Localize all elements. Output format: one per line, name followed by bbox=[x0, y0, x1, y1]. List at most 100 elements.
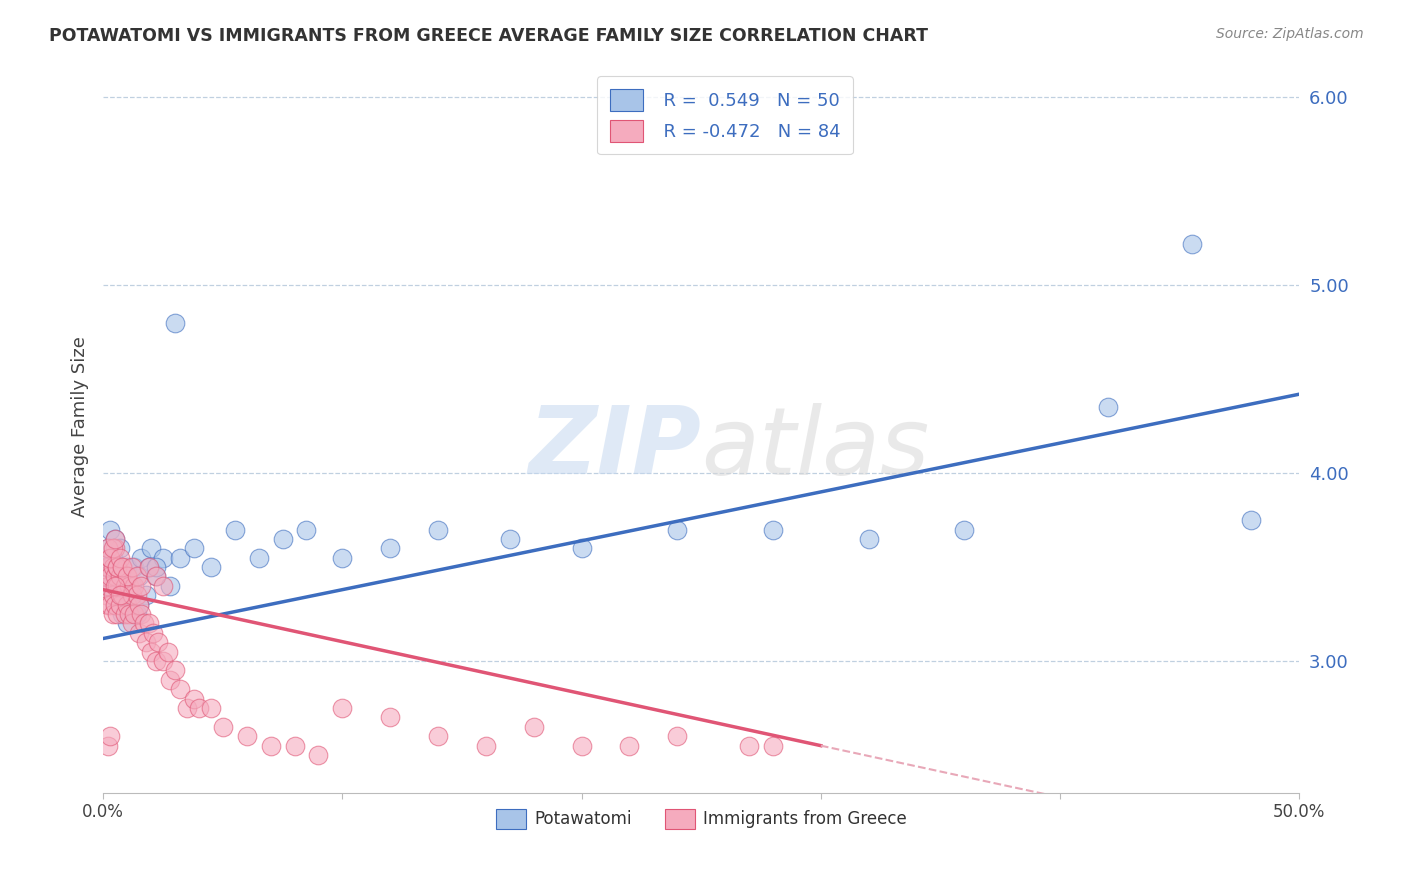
Point bbox=[427, 729, 450, 743]
Point bbox=[104, 598, 127, 612]
Point bbox=[104, 569, 127, 583]
Point bbox=[98, 579, 121, 593]
Point bbox=[122, 607, 145, 621]
Point bbox=[259, 739, 281, 753]
Point bbox=[169, 682, 191, 697]
Point bbox=[1097, 401, 1119, 415]
Point bbox=[115, 616, 138, 631]
Point bbox=[135, 635, 157, 649]
Point bbox=[666, 729, 689, 743]
Point bbox=[138, 560, 160, 574]
Point bbox=[98, 550, 121, 565]
Point bbox=[132, 616, 155, 631]
Point bbox=[97, 560, 120, 574]
Point bbox=[152, 579, 174, 593]
Point bbox=[762, 739, 785, 753]
Point bbox=[380, 710, 402, 724]
Point bbox=[94, 560, 117, 574]
Point bbox=[104, 541, 127, 556]
Point bbox=[108, 550, 131, 565]
Point bbox=[121, 616, 143, 631]
Point bbox=[271, 532, 294, 546]
Point bbox=[118, 607, 141, 621]
Point bbox=[145, 569, 167, 583]
Point bbox=[121, 560, 143, 574]
Point bbox=[111, 560, 134, 574]
Point bbox=[307, 747, 329, 762]
Point bbox=[101, 541, 124, 556]
Text: POTAWATOMI VS IMMIGRANTS FROM GREECE AVERAGE FAMILY SIZE CORRELATION CHART: POTAWATOMI VS IMMIGRANTS FROM GREECE AVE… bbox=[49, 27, 928, 45]
Point bbox=[283, 739, 305, 753]
Text: Source: ZipAtlas.com: Source: ZipAtlas.com bbox=[1216, 27, 1364, 41]
Point bbox=[111, 588, 134, 602]
Point bbox=[247, 550, 270, 565]
Point bbox=[98, 729, 121, 743]
Point bbox=[94, 588, 117, 602]
Point bbox=[98, 598, 121, 612]
Point bbox=[380, 541, 402, 556]
Point bbox=[738, 739, 761, 753]
Point bbox=[104, 598, 127, 612]
Point bbox=[107, 560, 129, 574]
Point bbox=[176, 701, 198, 715]
Point bbox=[159, 673, 181, 687]
Point bbox=[107, 560, 129, 574]
Point bbox=[131, 550, 153, 565]
Point bbox=[122, 560, 145, 574]
Point bbox=[104, 532, 127, 546]
Point bbox=[953, 523, 976, 537]
Point bbox=[97, 739, 120, 753]
Point bbox=[101, 550, 124, 565]
Point bbox=[121, 579, 143, 593]
Point bbox=[128, 598, 150, 612]
Point bbox=[104, 579, 127, 593]
Point bbox=[762, 523, 785, 537]
Point bbox=[131, 607, 153, 621]
Point bbox=[125, 607, 148, 621]
Point bbox=[159, 579, 181, 593]
Point bbox=[427, 523, 450, 537]
Point bbox=[101, 607, 124, 621]
Point bbox=[107, 607, 129, 621]
Point bbox=[114, 579, 136, 593]
Point bbox=[332, 550, 354, 565]
Point bbox=[108, 541, 131, 556]
Point bbox=[145, 569, 167, 583]
Point bbox=[121, 588, 143, 602]
Point bbox=[187, 701, 209, 715]
Point bbox=[111, 607, 134, 621]
Point bbox=[666, 523, 689, 537]
Point bbox=[97, 541, 120, 556]
Point bbox=[108, 598, 131, 612]
Point bbox=[138, 616, 160, 631]
Point bbox=[94, 569, 117, 583]
Point bbox=[146, 635, 169, 649]
Point bbox=[107, 579, 129, 593]
Point bbox=[114, 607, 136, 621]
Point bbox=[235, 729, 257, 743]
Point bbox=[619, 739, 641, 753]
Point bbox=[97, 598, 120, 612]
Point bbox=[122, 579, 145, 593]
Point bbox=[152, 550, 174, 565]
Point bbox=[163, 664, 186, 678]
Point bbox=[183, 691, 205, 706]
Point bbox=[115, 560, 138, 574]
Point bbox=[571, 541, 593, 556]
Point bbox=[1181, 236, 1204, 251]
Point bbox=[128, 626, 150, 640]
Point bbox=[97, 579, 120, 593]
Point bbox=[142, 626, 165, 640]
Point bbox=[115, 569, 138, 583]
Legend: Potawatomi, Immigrants from Greece: Potawatomi, Immigrants from Greece bbox=[489, 802, 914, 836]
Point bbox=[145, 560, 167, 574]
Point bbox=[114, 569, 136, 583]
Point bbox=[108, 579, 131, 593]
Point bbox=[1240, 513, 1263, 527]
Point bbox=[200, 560, 222, 574]
Point bbox=[295, 523, 318, 537]
Point bbox=[211, 720, 233, 734]
Point bbox=[118, 588, 141, 602]
Point bbox=[118, 579, 141, 593]
Text: atlas: atlas bbox=[702, 402, 929, 493]
